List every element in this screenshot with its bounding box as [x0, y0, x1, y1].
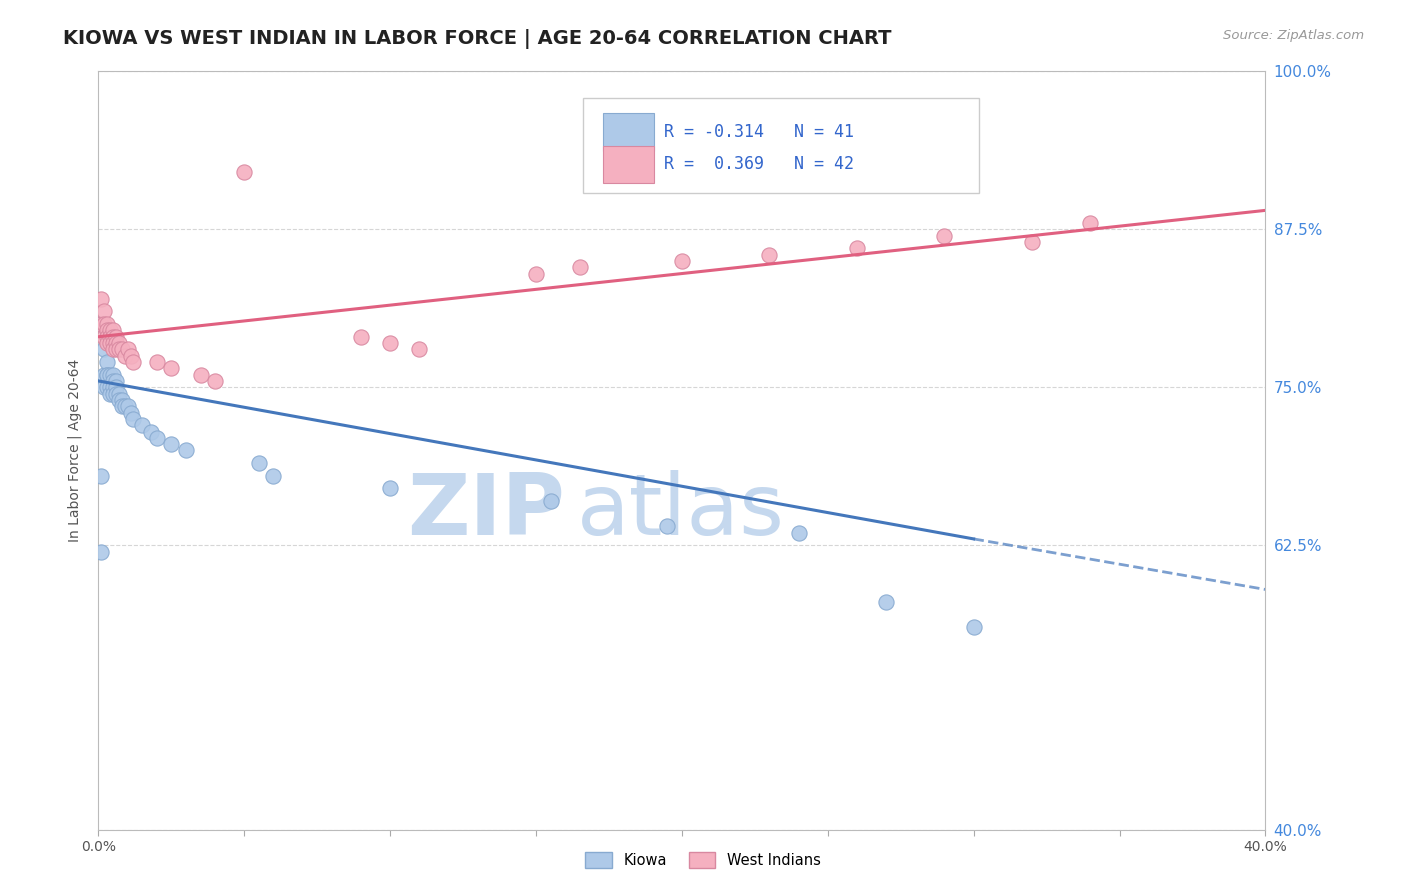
- Point: [787, 525, 810, 540]
- Point: [114, 349, 136, 363]
- Point: [540, 494, 562, 508]
- Point: [117, 399, 139, 413]
- Point: [204, 374, 226, 388]
- Point: [98, 323, 121, 337]
- Point: [90, 317, 112, 331]
- Point: [524, 267, 547, 281]
- Point: [96, 368, 118, 382]
- Point: [380, 336, 402, 351]
- FancyBboxPatch shape: [603, 145, 654, 184]
- Point: [160, 437, 183, 451]
- Point: [111, 392, 134, 407]
- Point: [104, 336, 127, 351]
- Point: [90, 544, 112, 558]
- Point: [104, 330, 127, 344]
- Point: [101, 336, 124, 351]
- Point: [111, 399, 134, 413]
- Point: [108, 336, 131, 351]
- Point: [96, 380, 118, 394]
- Point: [111, 343, 134, 357]
- Point: [96, 368, 118, 382]
- Point: [262, 468, 284, 483]
- Point: [101, 380, 124, 394]
- Point: [108, 386, 131, 401]
- Point: [108, 392, 131, 407]
- Point: [934, 228, 956, 243]
- Point: [1080, 216, 1102, 230]
- Point: [117, 343, 139, 357]
- Point: [247, 456, 270, 470]
- Point: [96, 330, 118, 344]
- Point: [108, 343, 131, 357]
- Point: [875, 595, 897, 609]
- Point: [1021, 235, 1043, 249]
- Point: [98, 386, 121, 401]
- Point: [101, 374, 124, 388]
- Point: [380, 482, 402, 496]
- Point: [101, 386, 124, 401]
- Point: [90, 317, 112, 331]
- Point: [104, 374, 127, 388]
- Point: [101, 368, 124, 382]
- Point: [846, 241, 869, 255]
- Point: [120, 349, 142, 363]
- Text: atlas: atlas: [576, 469, 785, 553]
- Point: [657, 519, 679, 533]
- Y-axis label: In Labor Force | Age 20-64: In Labor Force | Age 20-64: [67, 359, 83, 542]
- Point: [758, 247, 780, 261]
- Point: [90, 292, 112, 306]
- Text: R = -0.314   N = 41: R = -0.314 N = 41: [665, 123, 855, 141]
- Point: [98, 368, 121, 382]
- Point: [98, 330, 121, 344]
- Point: [139, 425, 162, 439]
- Legend: Kiowa, West Indians: Kiowa, West Indians: [579, 847, 827, 874]
- Point: [104, 386, 127, 401]
- Point: [101, 330, 124, 344]
- Point: [101, 323, 124, 337]
- Point: [146, 355, 169, 369]
- Point: [568, 260, 591, 275]
- Point: [96, 323, 118, 337]
- Point: [122, 355, 145, 369]
- Point: [962, 620, 984, 634]
- Point: [671, 254, 693, 268]
- Point: [350, 330, 373, 344]
- Point: [101, 343, 124, 357]
- Text: Source: ZipAtlas.com: Source: ZipAtlas.com: [1223, 29, 1364, 42]
- Point: [233, 165, 256, 179]
- Point: [93, 304, 115, 318]
- Point: [190, 368, 212, 382]
- Point: [98, 336, 121, 351]
- Text: KIOWA VS WEST INDIAN IN LABOR FORCE | AGE 20-64 CORRELATION CHART: KIOWA VS WEST INDIAN IN LABOR FORCE | AG…: [63, 29, 891, 48]
- Point: [90, 468, 112, 483]
- Text: R =  0.369   N = 42: R = 0.369 N = 42: [665, 155, 855, 173]
- FancyBboxPatch shape: [603, 113, 654, 151]
- Point: [104, 380, 127, 394]
- Point: [146, 431, 169, 445]
- Point: [104, 343, 127, 357]
- Point: [93, 380, 115, 394]
- Point: [93, 330, 115, 344]
- Point: [122, 412, 145, 426]
- Point: [408, 343, 430, 357]
- Text: ZIP: ZIP: [408, 469, 565, 553]
- Point: [93, 317, 115, 331]
- Point: [96, 336, 118, 351]
- Point: [96, 355, 118, 369]
- Point: [160, 361, 183, 376]
- Point: [114, 399, 136, 413]
- Point: [93, 343, 115, 357]
- Point: [98, 380, 121, 394]
- FancyBboxPatch shape: [582, 98, 980, 193]
- Point: [120, 406, 142, 420]
- Point: [93, 368, 115, 382]
- Point: [131, 418, 153, 433]
- Point: [174, 443, 197, 458]
- Point: [96, 317, 118, 331]
